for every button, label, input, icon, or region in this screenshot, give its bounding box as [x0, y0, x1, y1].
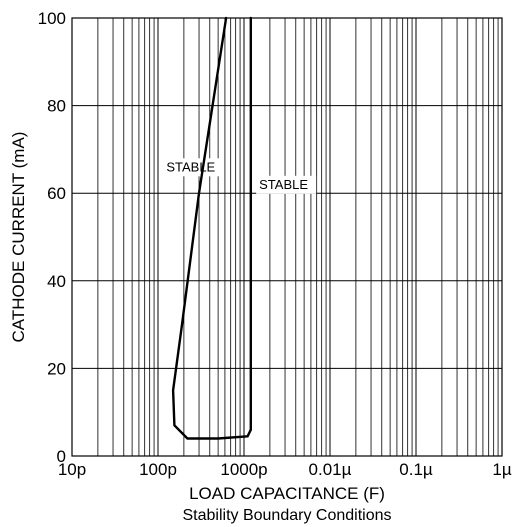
- x-axis-title: LOAD CAPACITANCE (F): [189, 484, 385, 503]
- x-tick-label: 0.01µ: [309, 460, 352, 479]
- region-label-bg: [163, 158, 224, 177]
- x-tick-label: 0.1µ: [399, 460, 433, 479]
- x-tick-label: 1000p: [220, 460, 267, 479]
- stability-boundary-line: [171, 16, 252, 440]
- major-gridlines: [71, 17, 503, 457]
- x-tick-label: 10p: [58, 460, 86, 479]
- y-tick-label: 80: [47, 97, 66, 116]
- y-tick-label: 60: [47, 184, 66, 203]
- minor-gridlines: [97, 18, 499, 456]
- y-tick-labels: 0 20 40 60 80 100: [38, 9, 66, 466]
- plot-frame: [71, 17, 503, 457]
- series-group: [171, 16, 252, 440]
- x-tick-labels: 10p 100p 1000p 0.01µ 0.1µ 1µ: [58, 460, 512, 479]
- region-label: STABLE: [166, 159, 215, 174]
- chart-caption: Stability Boundary Conditions: [182, 507, 391, 524]
- y-tick-label: 0: [57, 447, 66, 466]
- y-tick-label: 40: [47, 272, 66, 291]
- y-tick-label: 20: [47, 359, 66, 378]
- x-tick-label: 1µ: [492, 460, 511, 479]
- y-tick-label: 100: [38, 9, 66, 28]
- y-axis-title: CATHODE CURRENT (mA): [9, 132, 28, 343]
- region-label-bg: [256, 175, 317, 194]
- region-label: STABLE: [259, 177, 308, 192]
- x-tick-label: 100p: [139, 460, 177, 479]
